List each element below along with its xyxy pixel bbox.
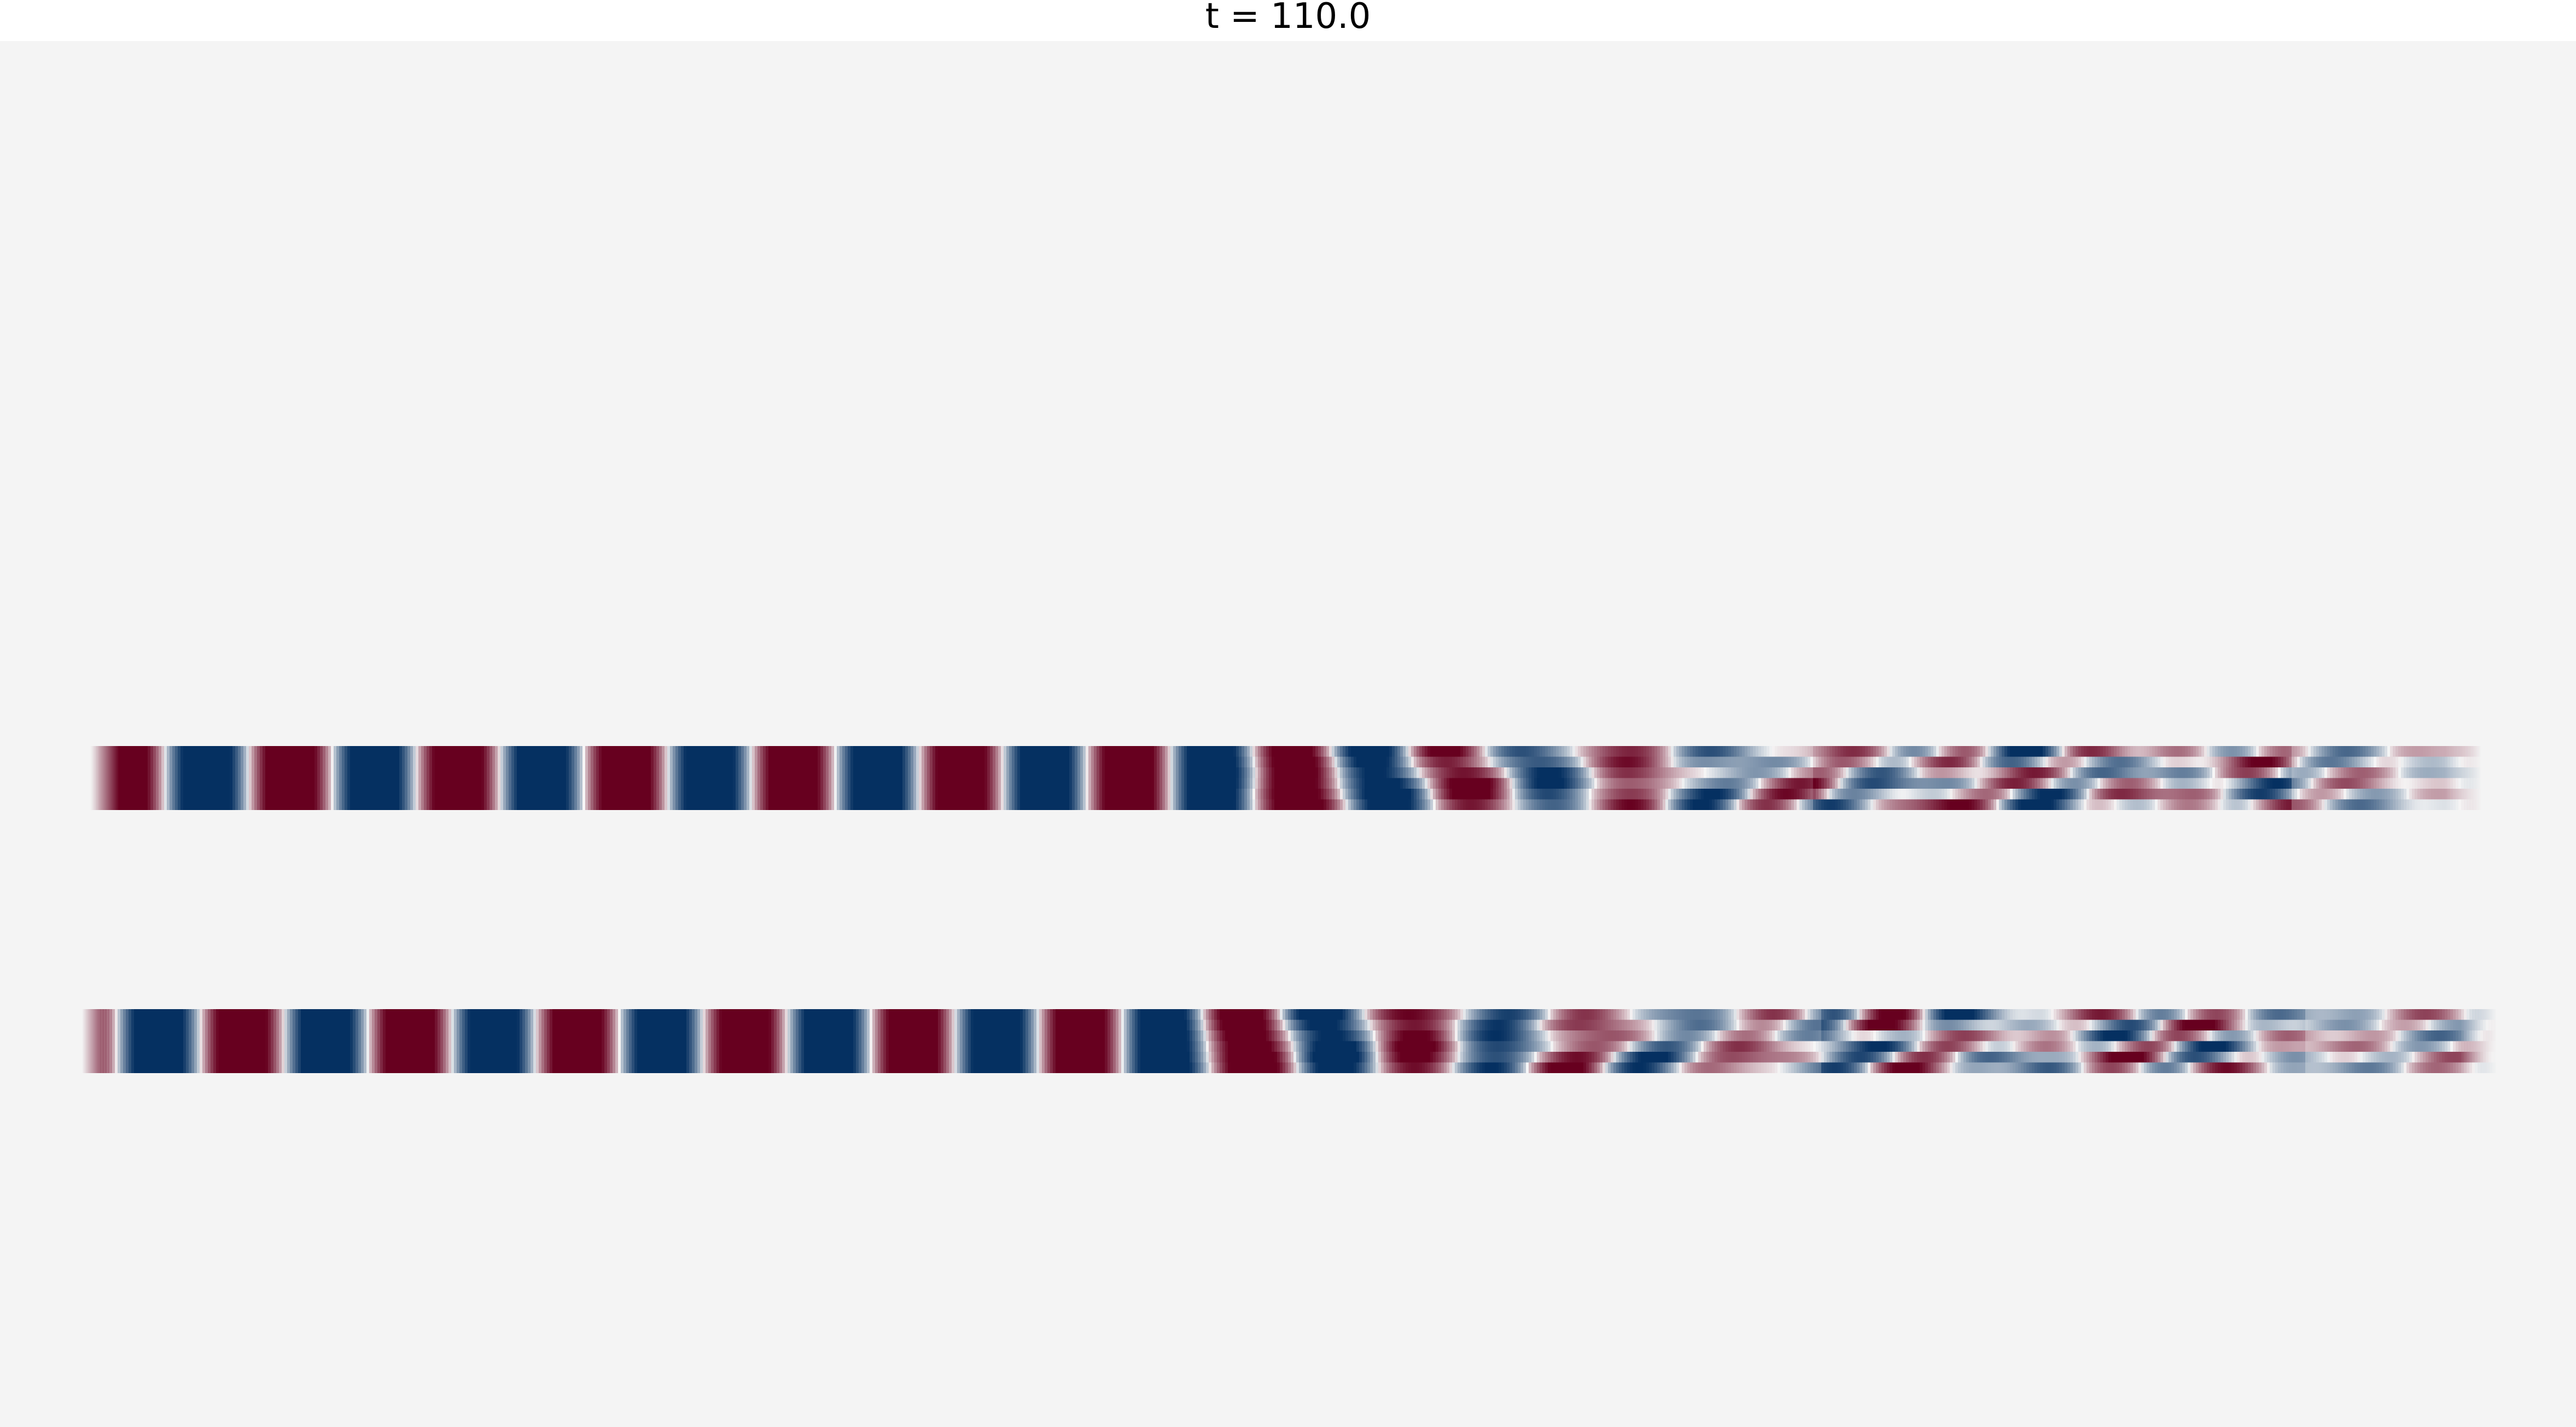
bottom-field-strip — [82, 1009, 2497, 1073]
bottom-field-strip-image — [82, 1009, 2497, 1073]
time-title: t = 110.0 — [0, 0, 2576, 39]
top-field-strip-image — [90, 746, 2481, 810]
top-field-strip — [90, 746, 2481, 810]
plot-area — [0, 41, 2576, 1427]
svg-top-field — [90, 746, 2481, 810]
svg-bottom-field — [82, 1009, 2497, 1073]
